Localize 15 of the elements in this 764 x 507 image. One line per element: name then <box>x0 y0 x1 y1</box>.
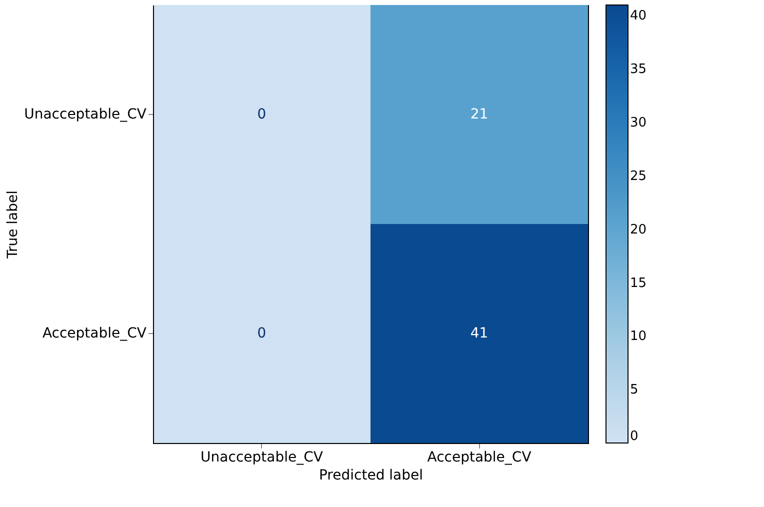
x-axis-title: Predicted label <box>318 468 424 484</box>
color-bar-label: 10 <box>630 329 647 344</box>
color-bar-label: 25 <box>630 168 647 184</box>
data-label: 0 <box>257 106 266 122</box>
data-label: 21 <box>470 106 488 122</box>
color-bar-label: 35 <box>630 62 647 78</box>
data-label: 0 <box>257 326 266 342</box>
color-bar-label: 30 <box>630 116 647 131</box>
color-bar-label: 0 <box>630 429 638 444</box>
data-label: 41 <box>470 326 488 342</box>
color-bar-label: 40 <box>630 8 647 24</box>
y-axis-title: True label <box>5 190 22 260</box>
color-bar-label: 5 <box>630 382 638 398</box>
color-bar-label: 20 <box>630 222 647 238</box>
color-bar-label: 15 <box>630 276 647 291</box>
